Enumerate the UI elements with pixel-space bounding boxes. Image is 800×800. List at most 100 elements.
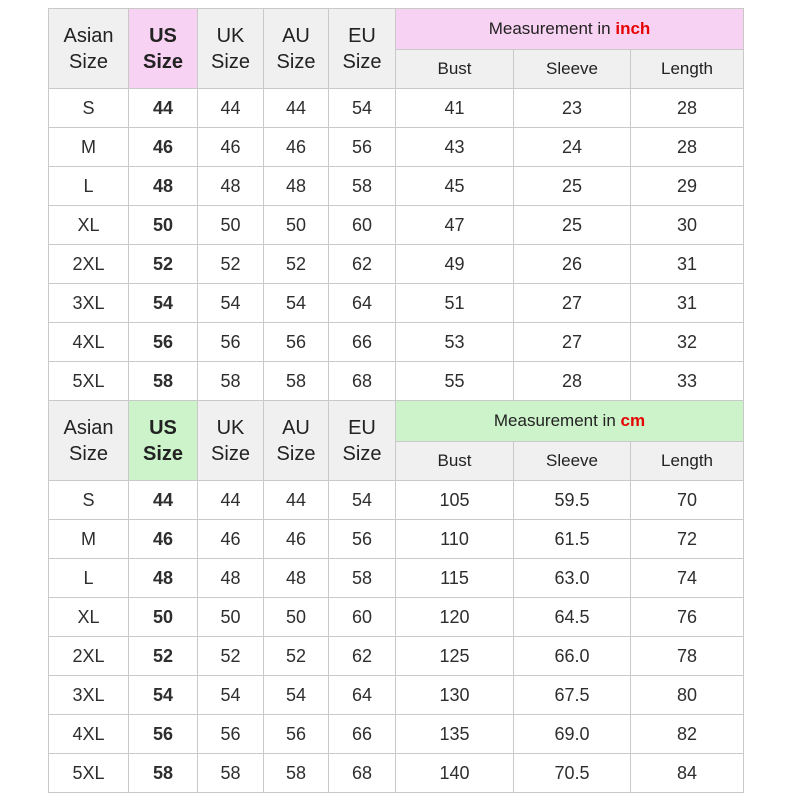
uk-size-cell: 58 (197, 361, 264, 401)
col-header-bust: Bust (395, 441, 514, 481)
uk-size-cell: 52 (197, 636, 264, 676)
table-row: 4XL 56 56 56 66 135 69.0 82 (48, 714, 744, 754)
bust-cell: 125 (395, 636, 514, 676)
eu-size-cell: 54 (328, 480, 396, 520)
uk-size-cell: 56 (197, 322, 264, 362)
asian-size-cell: 2XL (48, 244, 129, 284)
au-size-cell: 52 (263, 244, 329, 284)
au-size-cell: 46 (263, 127, 329, 167)
col-header-bust: Bust (395, 49, 514, 89)
eu-size-cell: 54 (328, 88, 396, 128)
eu-size-cell: 60 (328, 597, 396, 637)
sleeve-cell: 69.0 (513, 714, 631, 754)
header-line: UK (216, 416, 245, 439)
col-header-eu-size: EU Size (328, 400, 396, 481)
au-size-cell: 44 (263, 480, 329, 520)
au-size-cell: 58 (263, 753, 329, 793)
us-size-cell: 50 (128, 205, 198, 245)
sleeve-cell: 66.0 (513, 636, 631, 676)
bust-cell: 130 (395, 675, 514, 715)
length-cell: 31 (629, 283, 745, 323)
au-size-cell: 54 (263, 283, 329, 323)
table-row: 5XL 58 58 58 68 140 70.5 84 (48, 753, 744, 793)
measurement-title-inch: Measurement in inch (394, 8, 745, 50)
table-row: L 48 48 48 58 45 25 29 (48, 166, 745, 206)
eu-size-cell: 64 (328, 675, 396, 715)
table-row: S 44 44 44 54 105 59.5 70 (48, 480, 744, 520)
measurement-title-cm: Measurement in cm (395, 400, 744, 442)
col-header-au-size: AU Size (263, 400, 329, 481)
col-header-au-size: AU Size (263, 8, 329, 89)
sleeve-cell: 25 (513, 205, 631, 245)
us-size-cell: 52 (128, 636, 198, 676)
length-cell: 70 (630, 480, 744, 520)
col-header-uk-size: UK Size (197, 8, 264, 89)
table-row: XL 50 50 50 60 120 64.5 76 (48, 597, 744, 637)
bust-cell: 49 (395, 244, 514, 284)
length-cell: 78 (630, 636, 744, 676)
length-cell: 74 (630, 558, 744, 598)
uk-size-cell: 44 (197, 88, 264, 128)
header-line: Size (69, 442, 108, 465)
uk-size-cell: 56 (197, 714, 264, 754)
length-cell: 28 (629, 127, 745, 167)
eu-size-cell: 56 (328, 127, 396, 167)
us-size-cell: 46 (128, 127, 198, 167)
us-size-cell: 56 (128, 714, 198, 754)
col-header-us-size: US Size (128, 400, 198, 481)
au-size-cell: 58 (263, 361, 329, 401)
sleeve-cell: 26 (513, 244, 631, 284)
measurement-prefix: Measurement in (493, 411, 616, 430)
bust-cell: 41 (395, 88, 514, 128)
table-row: S 44 44 44 54 41 23 28 (48, 88, 745, 128)
au-size-cell: 54 (263, 675, 329, 715)
inch-size-table: Asian Size US Size UK Size AU Size EU (48, 8, 745, 401)
header-line: Asian (63, 416, 114, 439)
bust-cell: 53 (395, 322, 514, 362)
col-header-us-size: US Size (128, 8, 198, 89)
header-line: Size (69, 50, 108, 73)
us-size-cell: 52 (128, 244, 198, 284)
uk-size-cell: 48 (197, 166, 264, 206)
sleeve-cell: 28 (513, 361, 631, 401)
col-header-length: Length (629, 49, 745, 89)
asian-size-cell: 3XL (48, 675, 129, 715)
eu-size-cell: 60 (328, 205, 396, 245)
us-size-cell: 44 (128, 88, 198, 128)
length-cell: 29 (629, 166, 745, 206)
col-header-asian-size: Asian Size (48, 8, 129, 89)
table-row: 5XL 58 58 58 68 55 28 33 (48, 361, 745, 401)
length-cell: 72 (630, 519, 744, 559)
uk-size-cell: 54 (197, 675, 264, 715)
au-size-cell: 52 (263, 636, 329, 676)
header-line: Size (142, 442, 184, 465)
header-line: Size (342, 442, 382, 465)
asian-size-cell: 4XL (48, 714, 129, 754)
us-size-cell: 58 (128, 753, 198, 793)
us-size-cell: 44 (128, 480, 198, 520)
header-row-cm: Asian Size US Size UK Size AU Size EU (48, 400, 744, 481)
asian-size-cell: S (48, 88, 129, 128)
sleeve-cell: 24 (513, 127, 631, 167)
asian-size-cell: M (48, 127, 129, 167)
asian-size-cell: L (48, 166, 129, 206)
asian-size-cell: L (48, 558, 129, 598)
asian-size-cell: 2XL (48, 636, 129, 676)
header-line: Size (142, 50, 184, 73)
au-size-cell: 50 (263, 205, 329, 245)
table-row: 4XL 56 56 56 66 53 27 32 (48, 322, 745, 362)
header-row-inch: Asian Size US Size UK Size AU Size EU (48, 8, 745, 89)
asian-size-cell: 4XL (48, 322, 129, 362)
table-row: M 46 46 46 56 110 61.5 72 (48, 519, 744, 559)
uk-size-cell: 54 (197, 283, 264, 323)
us-size-cell: 50 (128, 597, 198, 637)
au-size-cell: 56 (263, 322, 329, 362)
bust-cell: 110 (395, 519, 514, 559)
bust-cell: 43 (395, 127, 514, 167)
header-line: Size (211, 442, 250, 465)
subheader-row-cm: Bust Sleeve Length (49, 441, 744, 481)
eu-size-cell: 62 (328, 636, 396, 676)
length-cell: 32 (629, 322, 745, 362)
header-line: Size (211, 50, 250, 73)
